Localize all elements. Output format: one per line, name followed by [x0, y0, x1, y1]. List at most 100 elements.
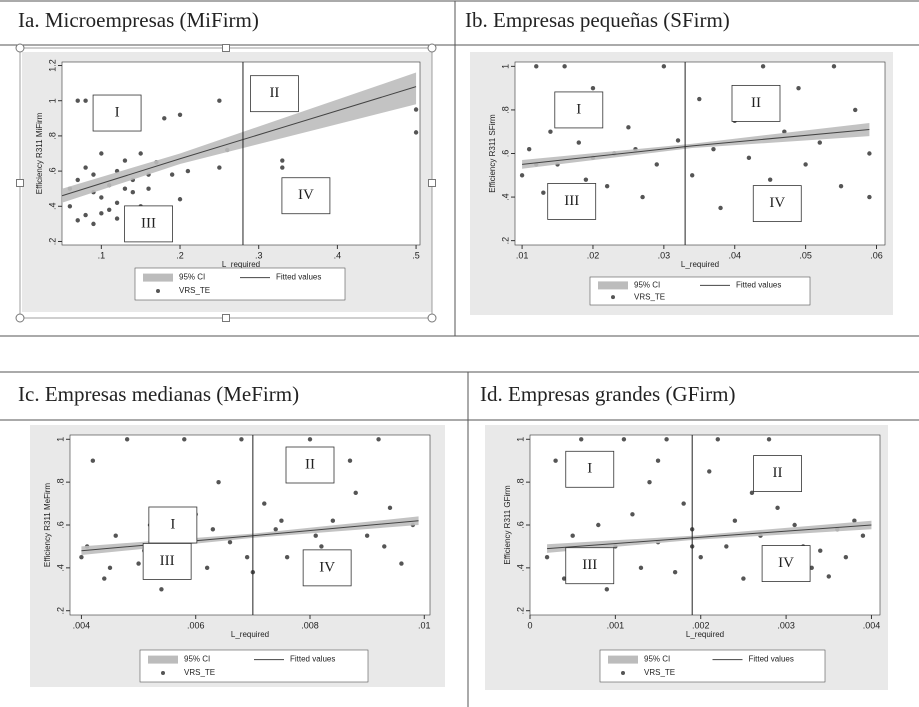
x-tick-label: .02 [587, 250, 600, 260]
data-point [583, 177, 589, 182]
legend-label: Fitted values [736, 281, 781, 290]
y-tick-label: .4 [500, 193, 510, 201]
confidence-band [62, 72, 417, 203]
data-point [382, 544, 387, 549]
data-point [867, 194, 872, 200]
x-tick-label: .03 [658, 250, 671, 260]
quadrant-box [753, 455, 802, 492]
data-point [831, 64, 837, 69]
legend-swatch [611, 295, 615, 300]
data-point [690, 173, 695, 178]
data-point [817, 140, 822, 145]
data-point [711, 146, 716, 152]
x-tick-label: .04 [728, 250, 741, 260]
data-point [604, 587, 610, 592]
y-tick-label: .2 [47, 238, 57, 246]
selection-handle [222, 44, 230, 52]
selection-handle [16, 179, 24, 187]
legend-box [599, 649, 826, 683]
data-point [177, 112, 183, 117]
legend-swatch [156, 289, 160, 294]
quadrant-label: I [170, 516, 175, 532]
data-point [204, 565, 210, 571]
data-point [826, 574, 831, 579]
data-point [767, 177, 773, 182]
quadrant-label: II [305, 456, 315, 472]
legend-label: 95% CI [644, 655, 670, 664]
data-point [741, 576, 746, 581]
data-point [655, 458, 661, 463]
legend-label: VRS_TE [634, 292, 665, 301]
selection-handle [15, 313, 25, 323]
data-point [548, 129, 553, 134]
data-point [654, 162, 659, 167]
data-point [217, 165, 222, 170]
data-point [136, 561, 141, 566]
data-point [749, 490, 755, 496]
quadrant-label: IV [319, 559, 335, 575]
data-point [562, 64, 567, 69]
data-point [169, 172, 175, 177]
data-point [838, 183, 844, 189]
data-point [279, 518, 284, 523]
x-tick-label: .004 [863, 620, 881, 630]
data-point [809, 565, 814, 571]
y-tick-label: 1.2 [47, 59, 57, 72]
selection-handle [222, 314, 230, 322]
data-point [113, 533, 118, 538]
x-tick-label: .01 [418, 620, 431, 630]
y-tick-label: 1 [500, 64, 510, 69]
data-point [159, 587, 164, 592]
quadrant-box [731, 84, 781, 122]
data-point [90, 458, 96, 463]
data-point [124, 437, 130, 442]
selection-handle [427, 43, 437, 53]
data-point [526, 146, 532, 152]
quadrant-label: I [576, 101, 581, 117]
x-tick-label: .1 [98, 250, 106, 260]
legend-label: Fitted values [276, 273, 321, 282]
data-point [803, 162, 808, 167]
x-tick-label: .01 [516, 250, 529, 260]
legend-swatch [621, 671, 625, 676]
legend-swatch [608, 655, 638, 664]
data-point [852, 518, 857, 523]
quadrant-box [281, 177, 331, 215]
data-point [122, 158, 128, 163]
legend-swatch [148, 655, 178, 664]
quadrant-label: III [160, 553, 175, 569]
data-point [707, 469, 712, 474]
legend-swatch [161, 671, 165, 676]
data-point [760, 64, 766, 69]
data-point [262, 501, 267, 506]
data-point [83, 212, 88, 218]
y-tick-label: .8 [47, 132, 57, 140]
y-tick-label: .8 [55, 478, 65, 486]
quadrant-box [547, 183, 597, 220]
y-axis-label: Efficiency R311 GFirm [503, 485, 512, 565]
legend-label: Fitted values [290, 655, 335, 664]
x-tick-label: .003 [777, 620, 795, 630]
quadrant-label: III [564, 193, 579, 209]
quadrant-box [124, 205, 173, 243]
data-point [114, 200, 120, 205]
quadrant-box [92, 94, 142, 132]
selection-handle [428, 179, 436, 187]
quadrant-box [761, 545, 811, 582]
data-point [364, 533, 370, 538]
panel-title: Id. Empresas grandes (GFirm) [480, 382, 735, 406]
x-tick-label: .008 [301, 620, 319, 630]
legend-label: 95% CI [184, 655, 210, 664]
x-tick-label: .001 [607, 620, 625, 630]
data-point [604, 183, 610, 189]
data-point [697, 96, 702, 102]
data-point [99, 195, 104, 200]
data-point [576, 140, 581, 145]
quadrant-box [565, 547, 615, 585]
data-point [83, 165, 88, 170]
data-point [630, 512, 635, 517]
data-point [843, 554, 849, 560]
y-axis-label: Efficiency R311 MeFirm [43, 483, 52, 568]
quadrant-label: I [115, 104, 120, 120]
